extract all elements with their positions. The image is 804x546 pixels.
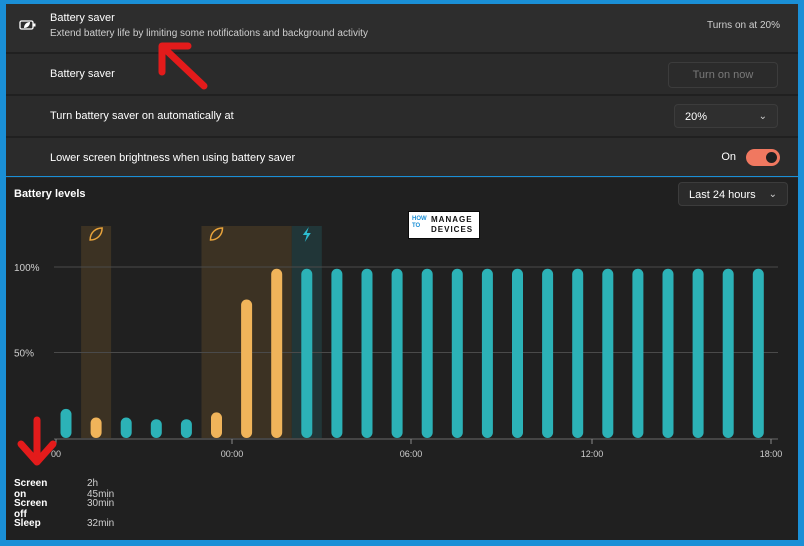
turn-on-now-button[interactable]: Turn on now <box>668 62 778 88</box>
red-arrow-annotation-icon <box>158 42 208 90</box>
lightning-icon <box>302 227 311 242</box>
x-tick-label: 00:00 <box>221 449 244 459</box>
battery-bar <box>722 268 734 438</box>
chevron-down-icon: ⌄ <box>758 111 767 122</box>
battery-bar <box>271 268 283 438</box>
auto-threshold-dropdown[interactable]: 20% ⌄ <box>674 104 778 128</box>
battery-bar <box>90 417 102 438</box>
lower-brightness-row: Lower screen brightness when using batte… <box>6 138 798 178</box>
battery-bar <box>180 419 192 438</box>
section-divider <box>6 176 798 177</box>
chevron-down-icon: ⌄ <box>768 189 777 200</box>
x-tick-label: 00 <box>51 449 61 459</box>
x-tick-label: 18:00 <box>760 449 783 459</box>
battery-bar <box>331 268 343 438</box>
battery-bar <box>572 268 584 438</box>
battery-bar <box>451 268 463 438</box>
battery-saver-subtitle: Extend battery life by limiting some not… <box>50 28 368 39</box>
red-arrow-down-icon <box>17 416 57 466</box>
stat-value: 32min <box>87 518 115 529</box>
battery-levels-section: 100% 50% 00 00:00 06:00 12:00 18:00 Battery le… <box>6 178 798 540</box>
stat-label: Sleep <box>14 518 41 529</box>
leaf-icon <box>89 227 103 241</box>
y-tick-label: 100% <box>14 263 40 274</box>
lower-brightness-state: On <box>721 151 736 163</box>
lower-brightness-toggle[interactable] <box>746 149 780 166</box>
battery-saver-status: Turns on at 20% <box>706 20 780 31</box>
logo-text-how-to: HOW TO <box>412 216 427 229</box>
battery-bar <box>421 268 433 438</box>
battery-bar <box>632 268 644 438</box>
battery-bar <box>361 268 373 438</box>
logo-text-manage: MANAGE <box>431 215 473 224</box>
battery-bar <box>241 299 253 438</box>
howto-manage-devices-logo: HOW TO MANAGE DEVICES <box>408 211 480 239</box>
battery-saver-header[interactable]: Battery saver Extend battery life by lim… <box>6 4 798 52</box>
toggle-knob <box>766 152 777 163</box>
stat-label: Screen on <box>14 478 48 500</box>
time-range-dropdown[interactable]: Last 24 hours ⌄ <box>678 182 788 206</box>
battery-saver-row-label: Battery saver <box>50 68 115 80</box>
battery-bar <box>512 268 523 438</box>
battery-bar <box>120 417 132 438</box>
stat-value: 30min <box>87 498 115 509</box>
battery-saver-icon <box>19 20 36 30</box>
battery-bar <box>481 268 493 438</box>
stat-label: Screen off <box>14 498 48 520</box>
lower-brightness-label: Lower screen brightness when using batte… <box>50 152 296 164</box>
battery-bar <box>662 268 674 438</box>
battery-levels-title: Battery levels <box>14 188 86 200</box>
y-tick-label: 50% <box>14 349 34 360</box>
highlight-band <box>81 226 112 438</box>
logo-text-devices: DEVICES <box>431 225 474 234</box>
x-tick-label: 12:00 <box>581 449 604 459</box>
x-tick-label: 06:00 <box>400 449 423 459</box>
battery-saver-title: Battery saver <box>50 12 115 24</box>
battery-settings-window: Battery saver Extend battery life by lim… <box>6 4 798 540</box>
battery-bar <box>150 419 162 438</box>
battery-saver-row: Battery saver Turn on now <box>6 54 798 94</box>
stat-value: 2h 45min <box>87 478 115 500</box>
battery-bar <box>602 268 614 438</box>
battery-levels-chart: 100% 50% 00 00:00 06:00 12:00 18:00 <box>14 226 783 459</box>
battery-bar <box>211 412 222 438</box>
battery-bar <box>692 268 704 438</box>
auto-battery-saver-label: Turn battery saver on automatically at <box>50 110 234 122</box>
battery-bar <box>391 268 403 438</box>
battery-bar <box>752 268 764 438</box>
battery-bar <box>542 268 554 438</box>
time-range-value: Last 24 hours <box>689 189 756 201</box>
leaf-icon <box>209 227 224 241</box>
battery-bar <box>60 408 72 438</box>
battery-bar <box>301 268 313 438</box>
auto-threshold-value: 20% <box>685 111 708 123</box>
auto-battery-saver-row: Turn battery saver on automatically at 2… <box>6 96 798 136</box>
